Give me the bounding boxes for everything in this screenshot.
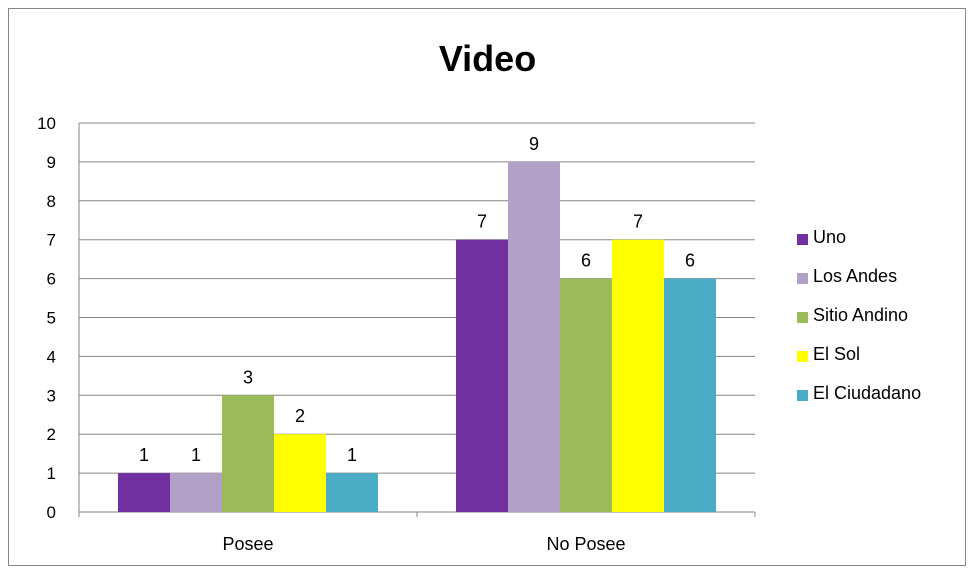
bar xyxy=(664,278,716,512)
data-label: 6 xyxy=(581,251,591,271)
y-tick-label: 10 xyxy=(37,114,56,133)
legend-label: Sitio Andino xyxy=(813,305,909,325)
bar xyxy=(274,434,326,512)
x-tick-label: Posee xyxy=(222,534,273,554)
chart-title: Video xyxy=(438,38,537,79)
y-tick-label: 7 xyxy=(47,231,56,250)
bar xyxy=(508,161,560,512)
legend-swatch xyxy=(797,234,808,245)
bar xyxy=(456,239,508,512)
legend-swatch xyxy=(797,312,808,323)
legend-label: Uno xyxy=(813,227,847,247)
bar xyxy=(560,278,612,512)
data-label: 9 xyxy=(529,134,539,154)
data-label: 1 xyxy=(139,445,149,465)
data-label: 7 xyxy=(477,212,487,232)
legend-label: Los Andes xyxy=(813,266,898,286)
x-tick-label: No Posee xyxy=(546,534,625,554)
y-tick-label: 9 xyxy=(47,153,56,172)
y-tick-label: 8 xyxy=(47,192,56,211)
legend-swatch xyxy=(797,351,808,362)
data-label: 3 xyxy=(243,367,253,387)
y-tick-label: 2 xyxy=(47,425,56,444)
bar xyxy=(222,395,274,512)
y-tick-label: 6 xyxy=(47,270,56,289)
data-label: 1 xyxy=(347,445,357,465)
legend-label: El Sol xyxy=(813,344,861,364)
data-label: 2 xyxy=(295,406,305,426)
y-tick-label: 1 xyxy=(47,464,56,483)
bar xyxy=(170,473,222,512)
data-label: 7 xyxy=(633,212,643,232)
bar xyxy=(612,239,664,512)
y-tick-label: 0 xyxy=(47,503,56,522)
legend-swatch xyxy=(797,273,808,284)
bar xyxy=(118,473,170,512)
y-tick-label: 5 xyxy=(47,309,56,328)
legend-label: El Ciudadano xyxy=(813,383,922,403)
bar xyxy=(326,473,378,512)
data-label: 1 xyxy=(191,445,201,465)
data-label: 6 xyxy=(685,251,695,271)
y-tick-label: 4 xyxy=(47,347,56,366)
legend-swatch xyxy=(797,390,808,401)
y-tick-label: 3 xyxy=(47,386,56,405)
